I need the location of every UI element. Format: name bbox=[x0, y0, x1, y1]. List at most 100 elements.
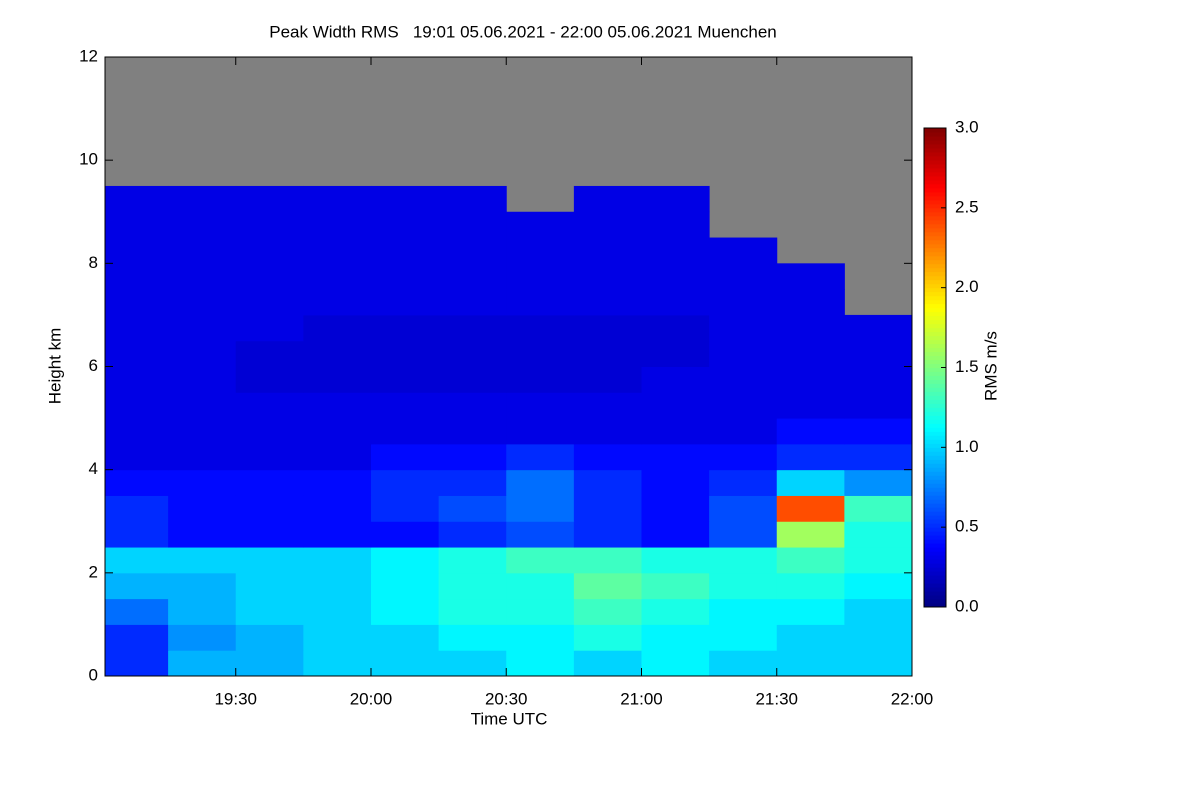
colorbar-step bbox=[924, 555, 946, 560]
heatmap-cell bbox=[105, 521, 169, 548]
heatmap-cell bbox=[641, 547, 710, 574]
heatmap-cell bbox=[641, 624, 710, 651]
heatmap-cell bbox=[370, 598, 440, 625]
colorbar-step bbox=[924, 459, 946, 464]
heatmap-cell bbox=[709, 418, 778, 445]
y-tick-label: 4 bbox=[89, 459, 98, 478]
heatmap-cell bbox=[168, 237, 237, 264]
heatmap-cell bbox=[506, 521, 575, 548]
colorbar-step bbox=[924, 319, 946, 325]
heatmap-cell bbox=[506, 366, 575, 393]
heatmap-cell bbox=[370, 418, 440, 445]
colorbar-step bbox=[924, 311, 946, 317]
heatmap-cell bbox=[105, 572, 169, 600]
colorbar-step bbox=[924, 339, 946, 345]
colorbar-step bbox=[924, 271, 946, 277]
heatmap-cell bbox=[438, 547, 507, 574]
heatmap-cell bbox=[506, 237, 575, 264]
heatmap-cell bbox=[235, 340, 304, 367]
colorbar-step bbox=[924, 291, 946, 297]
heatmap-cell bbox=[235, 185, 304, 213]
heatmap-cell bbox=[105, 289, 169, 316]
colorbar-step bbox=[924, 543, 946, 548]
colorbar-step bbox=[924, 439, 946, 444]
colorbar-step bbox=[924, 295, 946, 301]
heatmap-cell bbox=[370, 185, 440, 213]
colorbar-step bbox=[924, 267, 946, 273]
heatmap-cell bbox=[506, 443, 575, 471]
heatmap-cell bbox=[641, 572, 710, 600]
heatmap-cell bbox=[303, 314, 372, 342]
heatmap-cell bbox=[844, 650, 912, 676]
colorbar-step bbox=[924, 531, 946, 536]
colorbar-step bbox=[924, 559, 946, 564]
heatmap-cell bbox=[573, 521, 642, 548]
heatmap-cell bbox=[641, 340, 710, 367]
colorbar-step bbox=[924, 451, 946, 456]
heatmap-cell bbox=[370, 340, 440, 367]
heatmap-cell bbox=[641, 650, 710, 676]
x-tick-label: 21:00 bbox=[620, 689, 663, 708]
heatmap-cell bbox=[303, 211, 372, 239]
heatmap-cell bbox=[235, 650, 304, 676]
colorbar-step bbox=[924, 251, 946, 257]
colorbar-step bbox=[924, 399, 946, 404]
colorbar-tick-label: 0.0 bbox=[955, 596, 979, 615]
colorbar-step bbox=[924, 539, 946, 544]
heatmap-cell bbox=[438, 263, 507, 290]
colorbar-step bbox=[924, 467, 946, 472]
x-tick-label: 20:30 bbox=[485, 689, 528, 708]
heatmap-cell bbox=[709, 650, 778, 676]
heatmap-cell bbox=[438, 340, 507, 367]
colorbar-step bbox=[924, 495, 946, 500]
heatmap-cell bbox=[303, 469, 372, 496]
colorbar-step bbox=[924, 491, 946, 496]
colorbar-step bbox=[924, 223, 946, 229]
colorbar-step bbox=[924, 215, 946, 221]
heatmap-cell bbox=[573, 572, 642, 600]
heatmap-cell bbox=[168, 314, 237, 342]
heatmap-cell bbox=[235, 547, 304, 574]
colorbar-step bbox=[924, 427, 946, 432]
colorbar-step bbox=[924, 155, 946, 161]
heatmap-cell bbox=[709, 598, 778, 625]
heatmap-cell bbox=[709, 443, 778, 471]
heatmap-cell bbox=[370, 237, 440, 264]
heatmap-cell bbox=[844, 624, 912, 651]
heatmap-cell bbox=[105, 443, 169, 471]
heatmap-cell bbox=[844, 314, 912, 342]
heatmap-cell bbox=[506, 547, 575, 574]
heatmap-cell bbox=[573, 392, 642, 419]
heatmap-cell bbox=[105, 263, 169, 290]
x-tick-label: 20:00 bbox=[350, 689, 393, 708]
heatmap-cell bbox=[303, 237, 372, 264]
heatmap-cell bbox=[776, 521, 845, 548]
colorbar-step bbox=[924, 371, 946, 376]
heatmap-cell bbox=[844, 598, 912, 625]
heatmap-cell bbox=[370, 443, 440, 471]
colorbar-step bbox=[924, 327, 946, 333]
colorbar-step bbox=[924, 211, 946, 217]
heatmap-cell bbox=[168, 340, 237, 367]
colorbar-step bbox=[924, 431, 946, 436]
heatmap-cell bbox=[438, 237, 507, 264]
colorbar-step bbox=[924, 407, 946, 412]
x-tick-label: 22:00 bbox=[891, 689, 934, 708]
colorbar-step bbox=[924, 515, 946, 520]
colorbar-step bbox=[924, 383, 946, 388]
heatmap-cell bbox=[105, 598, 169, 625]
colorbar-step bbox=[924, 151, 946, 157]
heatmap-cell bbox=[709, 392, 778, 419]
heatmap-cell bbox=[844, 340, 912, 367]
colorbar-step bbox=[924, 347, 946, 353]
heatmap-cell bbox=[235, 211, 304, 239]
heatmap-cell bbox=[235, 469, 304, 496]
heatmap-cell bbox=[105, 185, 169, 213]
colorbar-step bbox=[924, 139, 946, 145]
heatmap-cell bbox=[105, 314, 169, 342]
heatmap-cell bbox=[776, 392, 845, 419]
heatmap-cell bbox=[105, 340, 169, 367]
colorbar-step bbox=[924, 367, 946, 372]
heatmap-cell bbox=[303, 366, 372, 393]
heatmap-cell bbox=[641, 314, 710, 342]
